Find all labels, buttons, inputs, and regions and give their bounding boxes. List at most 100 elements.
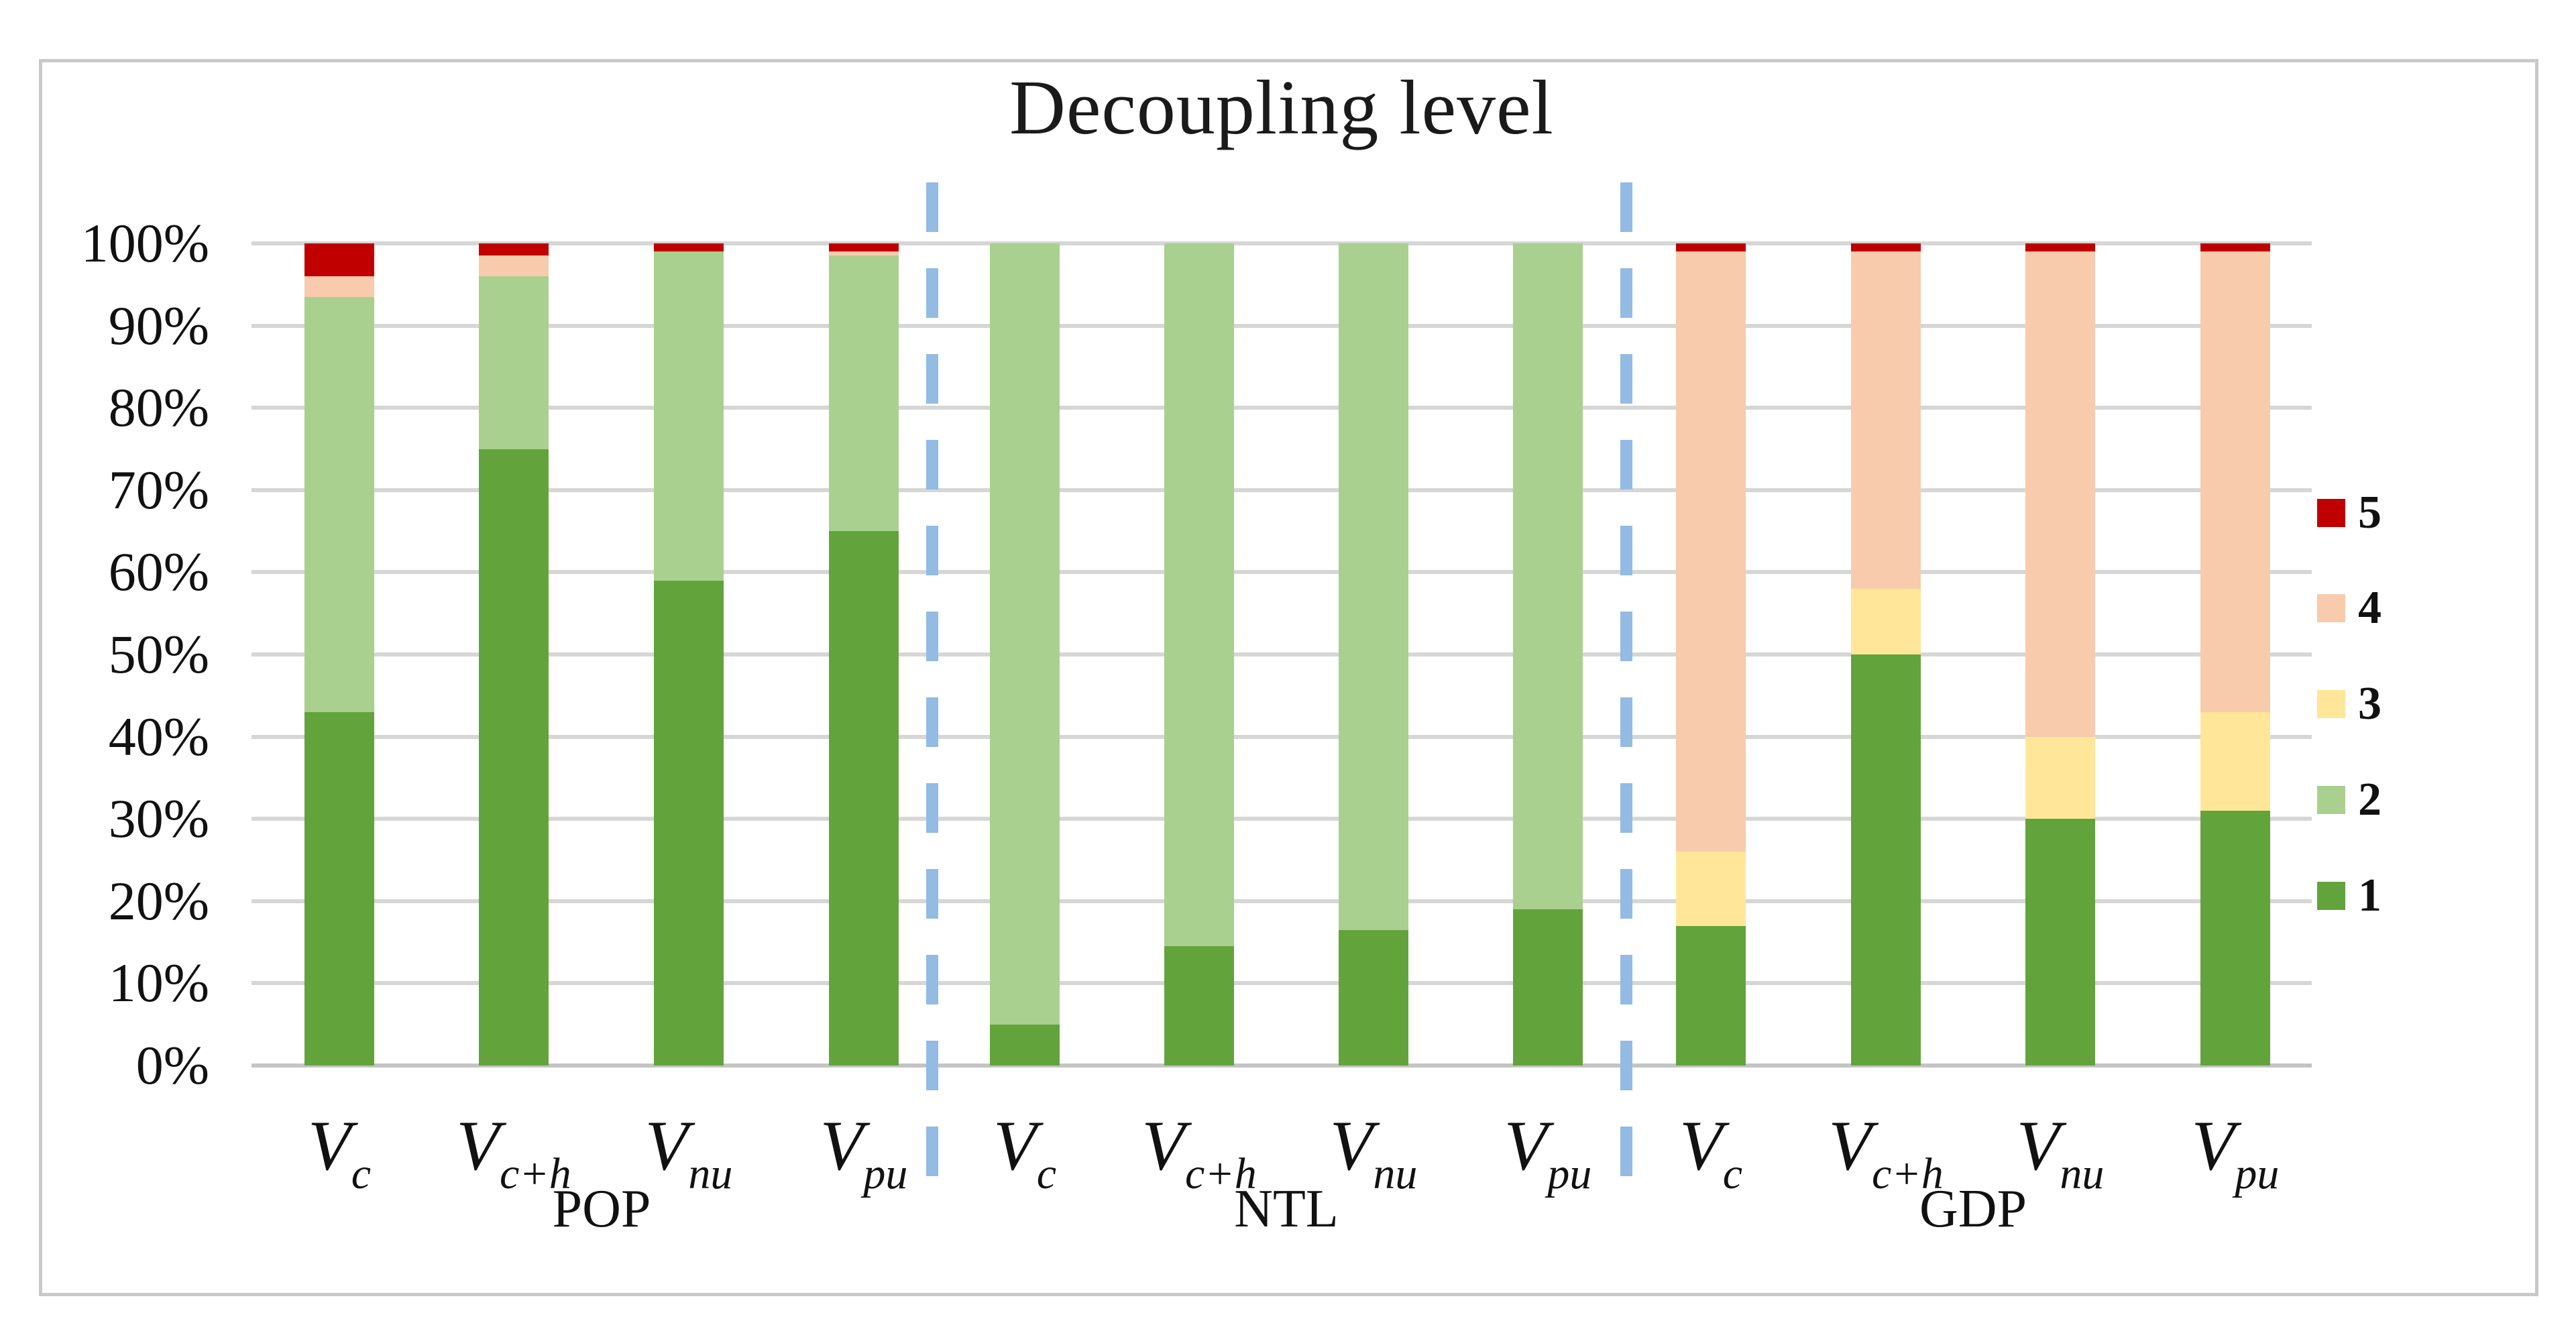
bar-segment-level-2 — [304, 296, 374, 712]
x-axis-label: Vc — [1577, 1105, 1845, 1196]
gridline-30% — [251, 817, 2312, 821]
x-label-subscript: pu — [863, 1149, 908, 1198]
bar-pop-c+h — [479, 243, 549, 1066]
legend-label-4: 4 — [2358, 582, 2382, 634]
x-axis-label: Vnu — [555, 1105, 823, 1196]
x-label-subscript: pu — [2235, 1149, 2280, 1198]
group-label-pop: POP — [552, 1180, 651, 1239]
y-tick-label: 70% — [108, 459, 209, 520]
y-tick-label: 100% — [80, 213, 209, 274]
legend-swatch-4 — [2317, 594, 2345, 622]
legend-swatch-1 — [2317, 882, 2345, 910]
x-axis-label: Vc+h — [1752, 1105, 2020, 1196]
x-label-subscript: pu — [1547, 1149, 1592, 1198]
x-label-subscript: c — [1722, 1149, 1743, 1198]
legend-label-5: 5 — [2358, 487, 2382, 538]
x-axis-label: Vnu — [1926, 1105, 2194, 1196]
bar-segment-level-5 — [654, 243, 724, 252]
bar-segment-level-1 — [1851, 654, 1921, 1066]
legend-swatch-2 — [2317, 786, 2345, 814]
x-label-subscript: c+h — [1871, 1149, 1944, 1198]
x-label-subscript: nu — [2060, 1149, 2105, 1198]
bar-gdp-nu — [2025, 243, 2095, 1066]
x-label-symbol: V — [1504, 1106, 1548, 1185]
x-label-symbol: V — [307, 1106, 351, 1185]
legend-swatch-3 — [2317, 690, 2345, 718]
bar-segment-level-3 — [2025, 736, 2095, 819]
y-tick-label: 50% — [108, 624, 209, 685]
x-label-subscript: c — [351, 1149, 372, 1198]
bar-segment-level-3 — [2200, 711, 2270, 811]
group-separator — [926, 182, 938, 1190]
group-label-ntl: NTL — [1234, 1180, 1339, 1239]
gridline-20% — [251, 899, 2312, 903]
bar-ntl-pu — [1513, 243, 1583, 1066]
bar-pop-pu — [829, 243, 899, 1066]
bar-ntl-nu — [1339, 243, 1408, 1066]
bar-segment-level-4 — [2025, 251, 2095, 737]
bar-segment-level-1 — [990, 1024, 1060, 1066]
bar-segment-level-1 — [1164, 946, 1234, 1066]
x-label-symbol: V — [2016, 1106, 2060, 1185]
bar-segment-level-2 — [1339, 243, 1408, 930]
gridline-0% — [251, 1064, 2312, 1068]
x-axis-label: Vc+h — [380, 1105, 648, 1196]
bar-gdp-pu — [2200, 243, 2270, 1066]
gridline-90% — [251, 323, 2312, 328]
chart-title: Decoupling level — [1009, 65, 1554, 151]
bar-segment-level-5 — [479, 243, 549, 256]
y-tick-label: 0% — [135, 1035, 209, 1096]
bar-segment-level-1 — [2025, 819, 2095, 1066]
bar-segment-level-4 — [1851, 251, 1921, 589]
y-tick-label: 10% — [108, 952, 209, 1014]
y-tick-label: 40% — [108, 705, 209, 767]
bar-pop-nu — [654, 243, 724, 1066]
bar-segment-level-1 — [304, 711, 374, 1066]
bar-ntl-c+h — [1164, 243, 1234, 1066]
bar-segment-level-2 — [1513, 243, 1583, 910]
x-label-symbol: V — [456, 1106, 500, 1185]
bar-segment-level-1 — [829, 531, 899, 1066]
bar-segment-level-2 — [479, 276, 549, 449]
y-tick-label: 80% — [108, 377, 209, 439]
bar-segment-level-2 — [654, 251, 724, 581]
gridline-10% — [251, 981, 2312, 986]
group-separator — [1620, 182, 1632, 1190]
x-axis-label: Vc+h — [1065, 1105, 1333, 1196]
bar-segment-level-4 — [479, 255, 549, 277]
x-label-symbol: V — [645, 1106, 689, 1185]
x-label-symbol: V — [820, 1106, 864, 1185]
x-axis-label: Vpu — [730, 1105, 998, 1196]
legend-label-3: 3 — [2358, 678, 2382, 730]
bar-segment-level-3 — [1851, 588, 1921, 654]
bar-segment-level-1 — [1513, 909, 1583, 1066]
bar-segment-level-1 — [1676, 925, 1746, 1066]
x-label-subscript: nu — [1373, 1149, 1418, 1198]
y-tick-label: 90% — [108, 294, 209, 356]
x-axis-label: Vnu — [1239, 1105, 1508, 1196]
y-tick-label: 60% — [108, 541, 209, 603]
bar-pop-c — [304, 243, 374, 1066]
x-label-subscript: c+h — [1184, 1149, 1257, 1198]
bar-segment-level-5 — [304, 243, 374, 277]
gridline-100% — [251, 241, 2312, 245]
x-label-symbol: V — [1141, 1106, 1185, 1185]
bar-segment-level-4 — [829, 251, 899, 256]
bar-segment-level-5 — [2200, 243, 2270, 252]
bar-segment-level-2 — [829, 255, 899, 532]
x-label-subscript: nu — [688, 1149, 733, 1198]
x-label-subscript: c — [1036, 1149, 1057, 1198]
bar-segment-level-2 — [990, 243, 1060, 1025]
bar-segment-level-4 — [1676, 251, 1746, 852]
x-axis-label: Vpu — [2101, 1105, 2369, 1196]
chart-frame — [39, 59, 2538, 1296]
y-tick-label: 30% — [108, 788, 209, 850]
legend-label-2: 2 — [2358, 774, 2382, 825]
gridline-60% — [251, 570, 2312, 575]
bar-segment-level-4 — [2200, 251, 2270, 712]
bar-segment-level-1 — [1339, 929, 1408, 1066]
x-label-symbol: V — [1329, 1106, 1374, 1185]
bar-segment-level-5 — [1676, 243, 1746, 252]
bar-segment-level-1 — [654, 580, 724, 1066]
x-label-symbol: V — [993, 1106, 1037, 1185]
